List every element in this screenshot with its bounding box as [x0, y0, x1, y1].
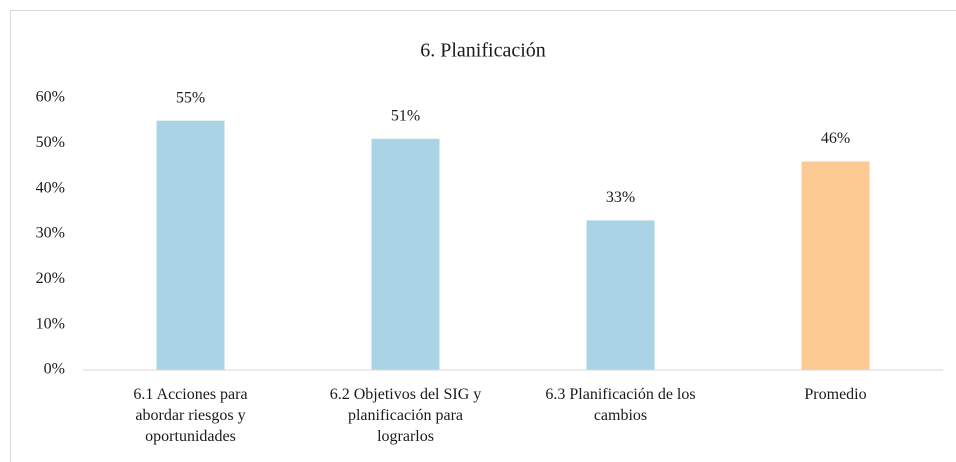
- data-label: 55%: [176, 89, 205, 106]
- y-tick-label: 0%: [44, 361, 65, 378]
- data-label: 46%: [821, 130, 850, 147]
- y-tick-label: 50%: [36, 134, 65, 151]
- bar: [801, 161, 870, 370]
- bar: [586, 220, 655, 370]
- y-tick-label: 10%: [36, 315, 65, 332]
- x-tick-label: Promedio: [804, 386, 867, 403]
- x-tick-label: 6.3 Planificación de los cambios: [545, 386, 696, 424]
- bar: [156, 120, 225, 371]
- y-tick-label: 20%: [36, 270, 65, 287]
- y-tick-label: 60%: [36, 89, 65, 106]
- data-label: 33%: [606, 189, 635, 206]
- x-tick-label: 6.1 Acciones para abordar riesgos y opor…: [133, 386, 248, 445]
- chart-title: 6. Planificación: [420, 40, 546, 62]
- y-tick-label: 40%: [36, 179, 65, 196]
- data-label: 51%: [391, 107, 420, 124]
- y-tick-label: 30%: [36, 225, 65, 242]
- chart-frame: [10, 10, 956, 462]
- x-tick-label: 6.2 Objetivos del SIG y planificación pa…: [329, 386, 482, 445]
- bar: [371, 138, 440, 370]
